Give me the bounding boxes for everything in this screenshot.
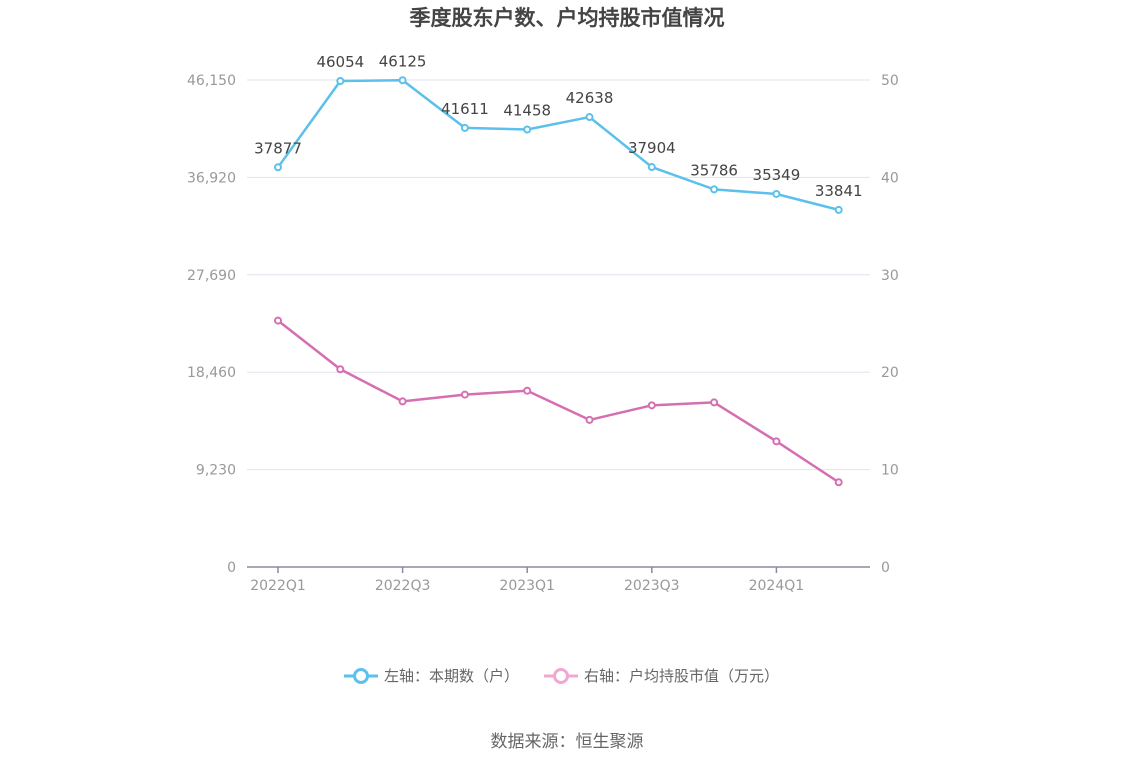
x-axis: 2022Q1 2022Q3 2023Q1 2023Q3 2024Q1 bbox=[247, 566, 870, 594]
left-tick-label: 18,460 bbox=[187, 365, 236, 381]
data-point[interactable] bbox=[460, 123, 469, 132]
data-point[interactable] bbox=[274, 316, 282, 325]
data-label: 46125 bbox=[379, 52, 427, 70]
data-label: 35349 bbox=[753, 166, 801, 184]
legend-marker-left bbox=[353, 668, 369, 684]
data-point[interactable] bbox=[398, 397, 407, 406]
right-axis: 0 10 20 30 40 50 bbox=[881, 73, 899, 576]
data-label: 46054 bbox=[316, 53, 364, 71]
data-label: 33841 bbox=[815, 182, 863, 200]
data-point[interactable] bbox=[398, 76, 407, 85]
data-point[interactable] bbox=[834, 478, 843, 487]
data-label: 37904 bbox=[628, 139, 676, 157]
right-tick-label: 10 bbox=[881, 463, 899, 479]
data-point[interactable] bbox=[710, 185, 719, 194]
left-tick-label: 36,920 bbox=[187, 170, 236, 186]
x-tick-label: 2022Q3 bbox=[375, 578, 431, 594]
data-point[interactable] bbox=[585, 415, 594, 424]
grid-lines bbox=[247, 79, 870, 471]
data-label: 35786 bbox=[690, 161, 738, 179]
left-tick-label: 0 bbox=[227, 560, 236, 576]
right-tick-label: 50 bbox=[881, 73, 899, 89]
data-point[interactable] bbox=[274, 163, 282, 172]
chart-title: 季度股东户数、户均持股市值情况 bbox=[410, 6, 725, 30]
legend-marker-right bbox=[553, 668, 569, 684]
data-label: 37877 bbox=[254, 139, 302, 157]
legend-label-right: 右轴：户均持股市值（万元） bbox=[584, 667, 779, 685]
data-label: 41458 bbox=[503, 102, 551, 120]
data-point[interactable] bbox=[772, 437, 781, 446]
left-axis: 0 9,230 18,460 27,690 36,920 46,150 bbox=[187, 73, 236, 576]
right-tick-label: 20 bbox=[881, 365, 899, 381]
legend-item-left[interactable]: 左轴：本期数（户） bbox=[344, 667, 519, 685]
x-tick-label: 2023Q1 bbox=[499, 578, 555, 594]
data-point[interactable] bbox=[336, 77, 345, 86]
data-point[interactable] bbox=[647, 401, 656, 410]
right-tick-label: 0 bbox=[881, 560, 890, 576]
data-point[interactable] bbox=[585, 113, 594, 122]
data-point[interactable] bbox=[772, 189, 781, 198]
right-tick-label: 30 bbox=[881, 268, 899, 284]
right-tick-label: 40 bbox=[881, 170, 899, 186]
data-label: 41611 bbox=[441, 100, 489, 118]
x-tick-label: 2022Q1 bbox=[250, 578, 306, 594]
series-group: 37877 46054 46125 41611 41458 42638 37904 35786… bbox=[254, 52, 863, 487]
legend[interactable]: 左轴：本期数（户） 右轴：户均持股市值（万元） bbox=[344, 667, 779, 685]
data-label: 42638 bbox=[566, 89, 614, 107]
x-tick-label: 2023Q3 bbox=[624, 578, 680, 594]
data-point[interactable] bbox=[834, 205, 843, 214]
left-tick-label: 9,230 bbox=[196, 463, 236, 479]
left-tick-label: 46,150 bbox=[187, 73, 236, 89]
legend-item-right[interactable]: 右轴：户均持股市值（万元） bbox=[544, 667, 779, 685]
data-point[interactable] bbox=[460, 390, 469, 399]
data-point[interactable] bbox=[336, 365, 345, 374]
source-note: 数据来源：恒生聚源 bbox=[491, 732, 644, 752]
data-point[interactable] bbox=[523, 125, 532, 134]
data-point[interactable] bbox=[523, 386, 532, 395]
left-tick-label: 27,690 bbox=[187, 268, 236, 284]
data-point[interactable] bbox=[647, 163, 656, 172]
data-point[interactable] bbox=[710, 398, 719, 407]
series-line-right bbox=[277, 319, 840, 484]
series-line-left bbox=[276, 79, 840, 212]
legend-label-left: 左轴：本期数（户） bbox=[384, 667, 519, 685]
x-tick-label: 2024Q1 bbox=[749, 578, 805, 594]
